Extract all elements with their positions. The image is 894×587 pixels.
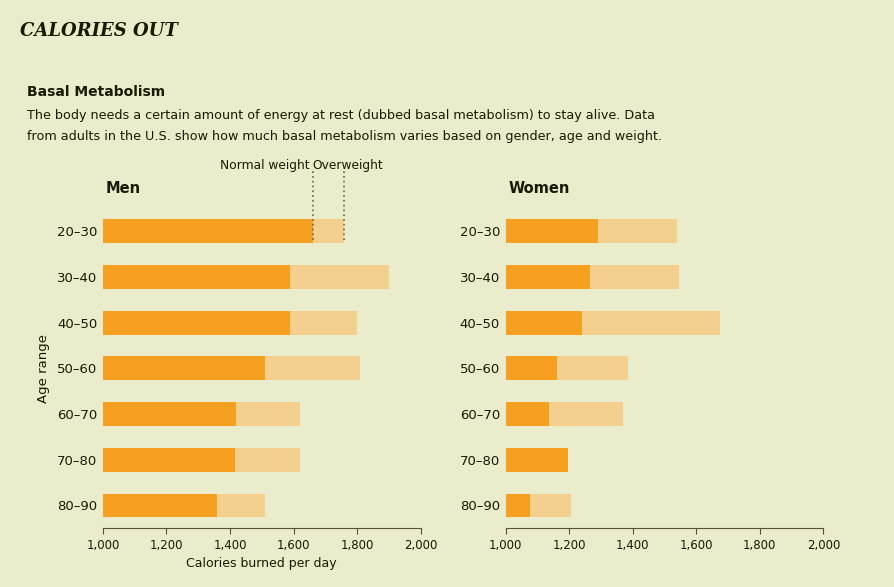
Bar xyxy=(505,220,597,243)
Bar xyxy=(529,494,570,517)
Bar xyxy=(290,311,357,335)
Bar xyxy=(103,494,217,517)
Text: CALORIES OUT: CALORIES OUT xyxy=(20,22,177,41)
Text: Basal Metabolism: Basal Metabolism xyxy=(27,85,164,99)
Bar xyxy=(103,402,236,426)
Bar xyxy=(581,311,720,335)
Bar xyxy=(505,494,529,517)
Text: The body needs a certain amount of energy at rest (dubbed basal metabolism) to s: The body needs a certain amount of energ… xyxy=(27,109,654,122)
X-axis label: Calories burned per day: Calories burned per day xyxy=(186,557,337,571)
Text: Women: Women xyxy=(509,181,569,195)
Text: Normal weight: Normal weight xyxy=(220,159,309,172)
Bar xyxy=(103,356,265,380)
Text: Men: Men xyxy=(106,181,141,195)
Bar xyxy=(103,311,290,335)
Bar xyxy=(505,265,589,289)
Bar xyxy=(589,265,678,289)
Bar xyxy=(103,265,290,289)
Bar xyxy=(217,494,265,517)
Bar xyxy=(312,220,344,243)
Text: from adults in the U.S. show how much basal metabolism varies based on gender, a: from adults in the U.S. show how much ba… xyxy=(27,130,662,143)
Bar xyxy=(505,311,581,335)
Bar xyxy=(103,220,312,243)
Bar xyxy=(556,356,628,380)
Bar xyxy=(234,448,299,471)
Bar xyxy=(548,402,622,426)
Bar xyxy=(290,265,388,289)
Bar xyxy=(505,448,567,471)
Bar xyxy=(505,356,556,380)
Y-axis label: Age range: Age range xyxy=(37,334,50,403)
Bar xyxy=(505,402,548,426)
Bar xyxy=(103,448,234,471)
Bar xyxy=(597,220,677,243)
Bar xyxy=(236,402,299,426)
Text: Overweight: Overweight xyxy=(312,159,383,172)
Bar xyxy=(265,356,360,380)
